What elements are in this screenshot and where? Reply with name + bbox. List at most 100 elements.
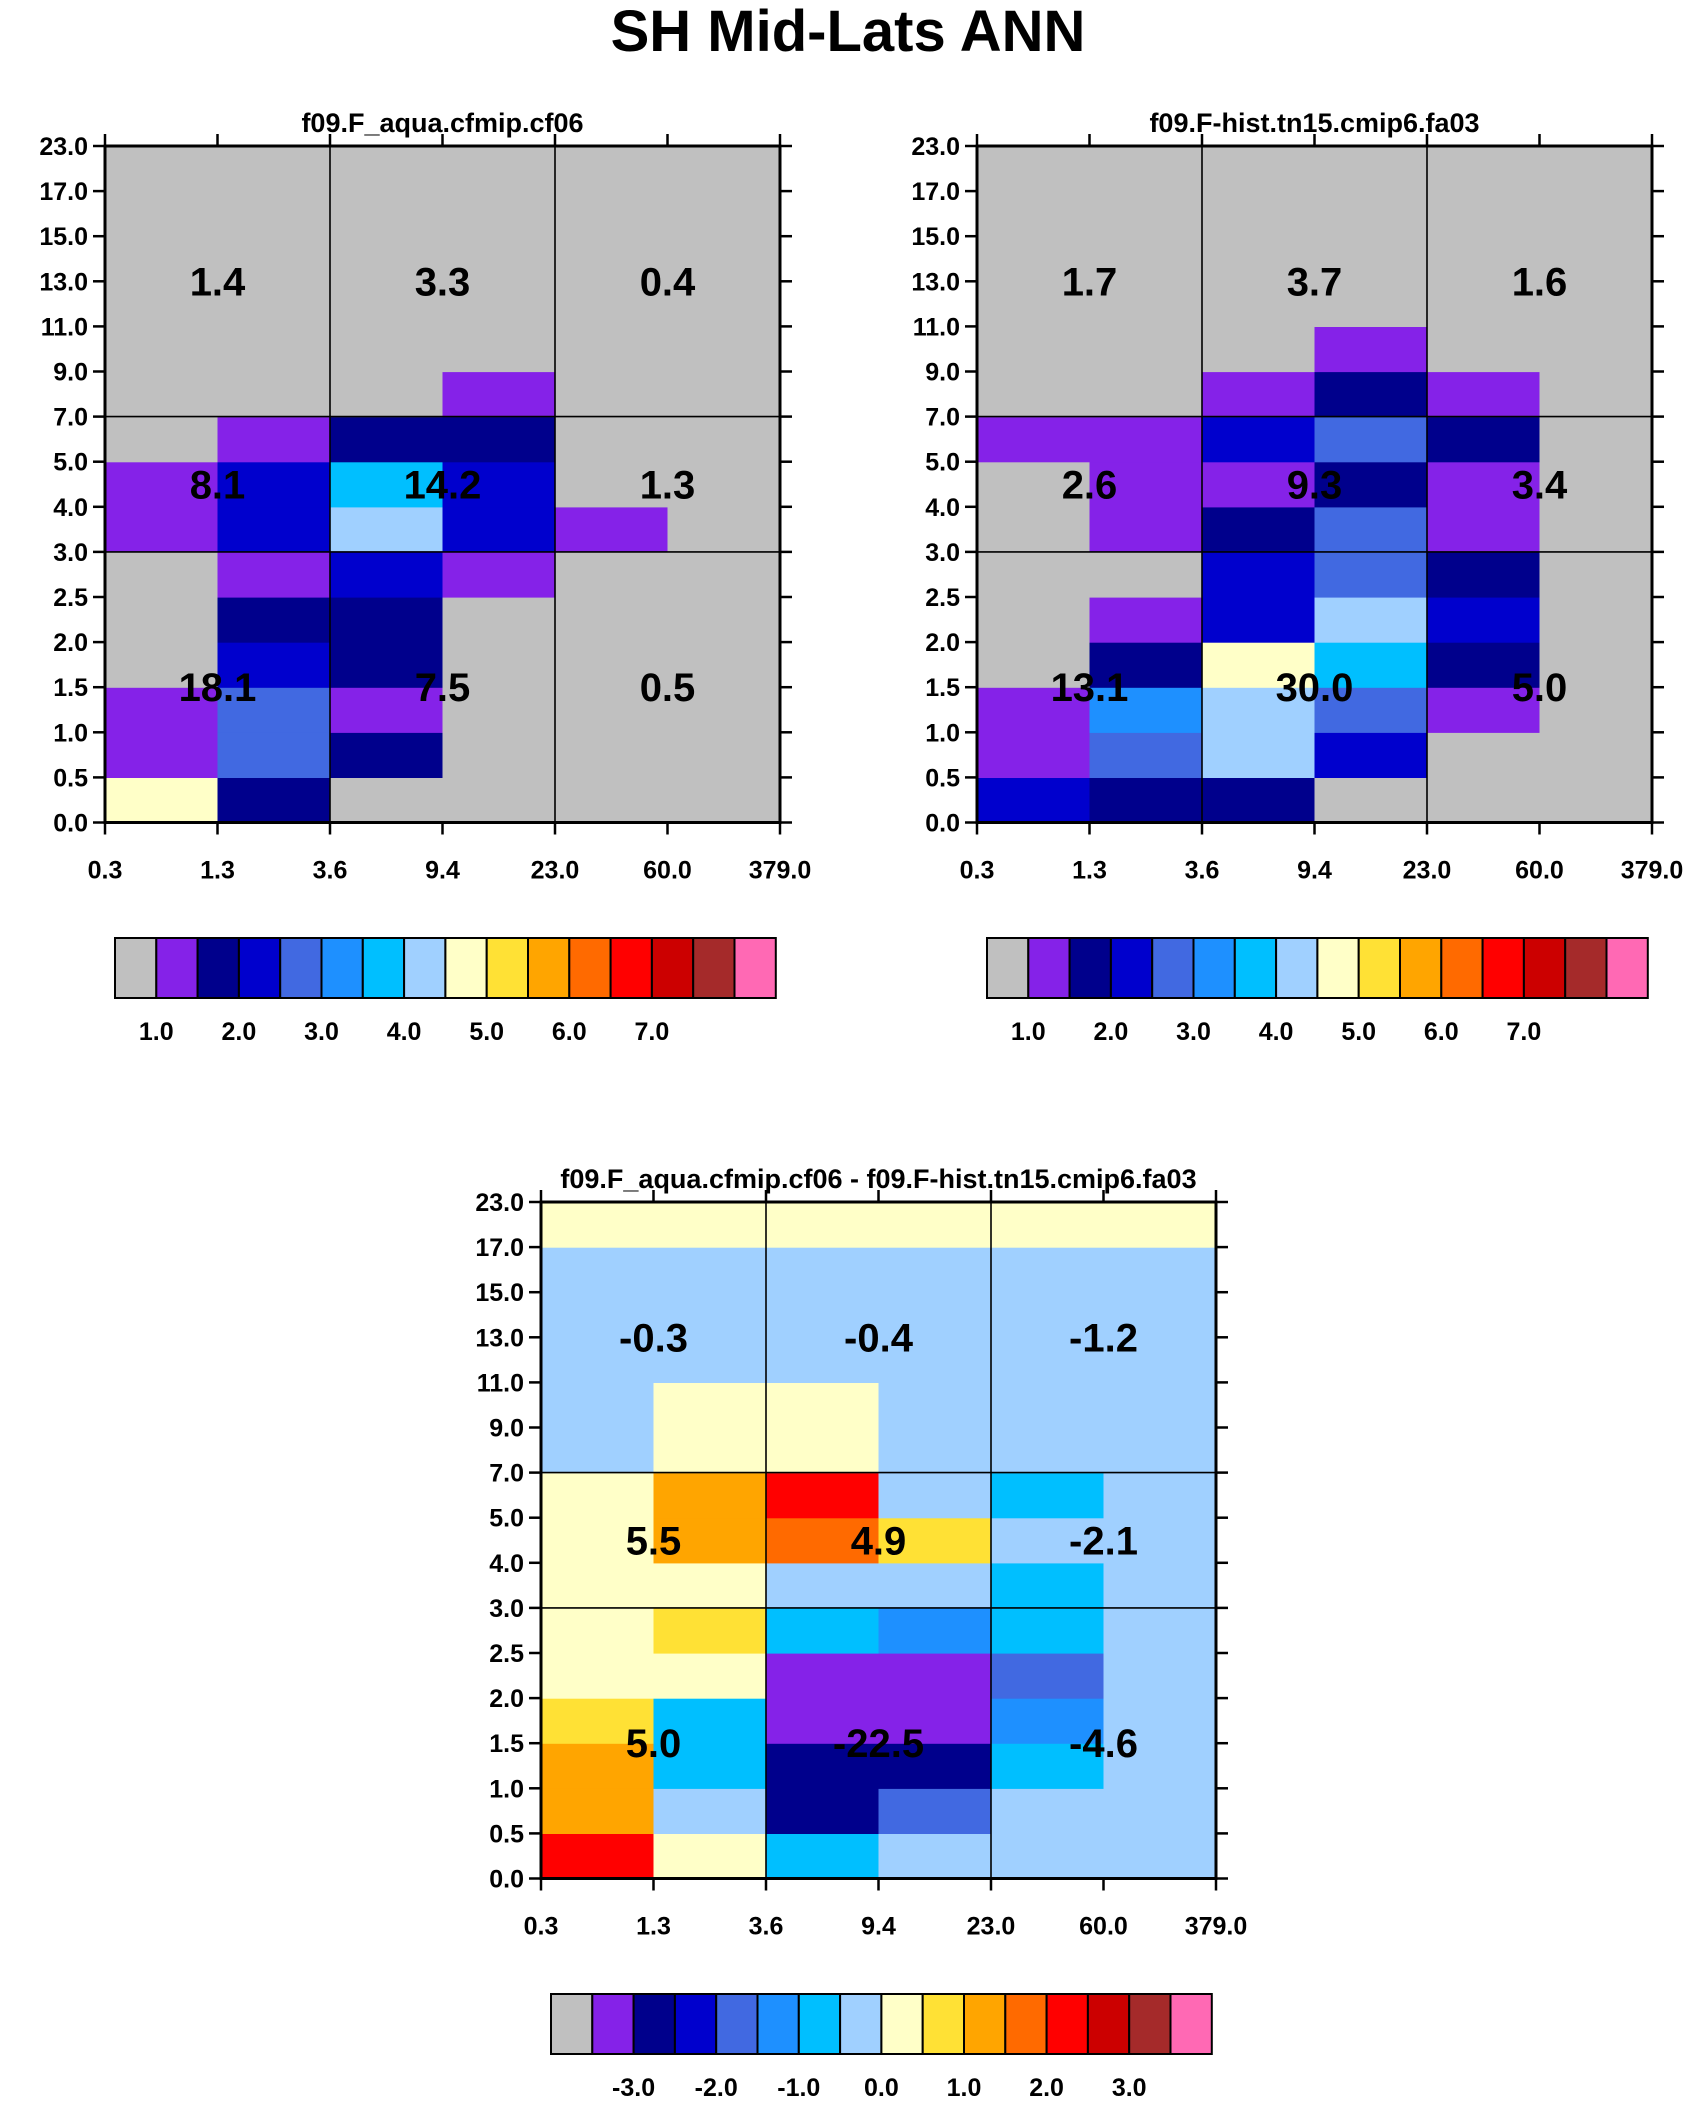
heatmap-cell <box>330 642 444 688</box>
y-tick-label: 23.0 <box>911 133 960 161</box>
group-value-label: 7.5 <box>415 666 471 710</box>
heatmap-cell <box>1202 506 1316 553</box>
heatmap-cell <box>766 1427 880 1474</box>
heatmap-cell <box>991 1653 1105 1699</box>
colorbar-box <box>632 1993 676 2055</box>
y-tick-label: 13.0 <box>39 268 88 296</box>
heatmap-cell <box>991 1788 1105 1834</box>
y-tick-label: 7.0 <box>925 404 960 432</box>
heatmap-cell <box>1539 461 1653 508</box>
y-tick-label: 0.5 <box>489 1820 524 1848</box>
heatmap-cell <box>1202 281 1316 327</box>
group-value-label: 1.3 <box>640 463 696 507</box>
heatmap-cell <box>1089 281 1203 327</box>
heatmap-cell <box>1202 687 1316 733</box>
heatmap-cell <box>667 642 781 688</box>
heatmap-cell <box>766 1833 880 1880</box>
heatmap-cell <box>977 326 1091 373</box>
heatmap-cell <box>555 326 669 373</box>
heatmap-cell <box>977 461 1091 508</box>
colorbar-box <box>1605 937 1649 999</box>
colorbar-label: 0.0 <box>864 2074 899 2101</box>
group-value-label: -0.3 <box>619 1316 688 1360</box>
heatmap-cell <box>105 777 219 824</box>
heatmap-cell <box>653 1427 767 1474</box>
heatmap-cell <box>1539 551 1653 598</box>
heatmap-cell <box>991 1517 1105 1564</box>
heatmap-cell <box>541 1382 655 1429</box>
heatmap-cell <box>555 732 669 778</box>
heatmap-cell <box>442 371 556 418</box>
colorbar-box <box>361 937 406 999</box>
heatmap-cell <box>1539 326 1653 373</box>
heatmap-cell <box>667 687 781 733</box>
y-tick-label: 15.0 <box>911 223 960 251</box>
colorbar-box <box>1027 937 1071 999</box>
group-value-label: 0.4 <box>640 260 696 304</box>
y-tick-label: 9.0 <box>489 1415 524 1443</box>
colorbar-label: 4.0 <box>1259 1018 1294 1046</box>
heatmap-cell <box>1103 1698 1217 1744</box>
heatmap-cell <box>1427 506 1541 553</box>
heatmap-cell <box>555 146 669 192</box>
group-value-label: 1.7 <box>1062 260 1118 304</box>
heatmap-cell <box>541 1472 655 1519</box>
heatmap-cell <box>1427 281 1541 327</box>
y-tick-label: 7.0 <box>489 1460 524 1488</box>
heatmap-cell <box>667 416 781 463</box>
heatmap-cell <box>878 1337 992 1383</box>
colorbar-box <box>591 1993 635 2055</box>
colorbar-box <box>880 1993 924 2055</box>
heatmap-cell <box>1103 1562 1217 1609</box>
x-tick-label: 379.0 <box>1185 1913 1248 1941</box>
heatmap-cell <box>330 597 444 643</box>
x-tick-label: 60.0 <box>1079 1913 1128 1941</box>
heatmap-cell <box>217 551 331 598</box>
heatmap-cell <box>105 732 219 778</box>
group-value-label: 30.0 <box>1276 666 1354 710</box>
heatmap-cell <box>766 1472 880 1519</box>
heatmap-cell <box>653 1607 767 1654</box>
heatmap-cell <box>105 461 219 508</box>
group-value-label: 4.9 <box>851 1519 907 1563</box>
heatmap-cell <box>1427 642 1541 688</box>
panel-title: f09.F_aqua.cfmip.cf06 <box>301 108 583 138</box>
y-tick-label: 11.0 <box>477 1369 524 1397</box>
heatmap-cell <box>442 642 556 688</box>
heatmap-cell <box>766 1562 880 1609</box>
heatmap-cell <box>1202 551 1316 598</box>
colorbar-box <box>155 937 199 999</box>
heatmap-cell <box>330 371 444 418</box>
group-value-label: -0.4 <box>844 1316 914 1360</box>
colorbar-box <box>114 937 158 999</box>
group-value-label: 1.4 <box>190 260 246 304</box>
heatmap-cell <box>1427 191 1541 237</box>
heatmap-cell <box>442 597 556 643</box>
y-tick-label: 0.0 <box>53 810 88 838</box>
heatmap-cell <box>330 506 444 553</box>
heatmap-cell <box>217 326 331 373</box>
heatmap-cell <box>555 687 669 733</box>
heatmap-cell <box>555 777 669 824</box>
heatmap-cell <box>1539 371 1653 418</box>
heatmap-cell <box>1314 191 1428 237</box>
colorbar-box <box>1045 1993 1089 2055</box>
heatmap-cell <box>667 732 781 778</box>
x-tick-label: 379.0 <box>1621 857 1684 885</box>
heatmap-cell <box>878 1788 992 1834</box>
y-tick-label: 13.0 <box>475 1324 524 1352</box>
heatmap-cell <box>766 1382 880 1429</box>
colorbar-label: 2.0 <box>1029 2074 1064 2101</box>
colorbar-box <box>1109 937 1154 999</box>
colorbar-box <box>609 937 653 999</box>
colorbar-box <box>797 1993 842 2055</box>
heatmap-cell <box>217 461 331 508</box>
heatmap-cell <box>105 687 219 733</box>
colorbar-box <box>527 937 571 999</box>
heatmap-cell <box>1202 461 1316 508</box>
y-tick-label: 5.0 <box>925 449 960 477</box>
heatmap-cell <box>330 732 444 778</box>
group-value-label: 13.1 <box>1051 666 1129 710</box>
heatmap-cell <box>555 191 669 237</box>
heatmap-cell <box>1089 146 1203 192</box>
